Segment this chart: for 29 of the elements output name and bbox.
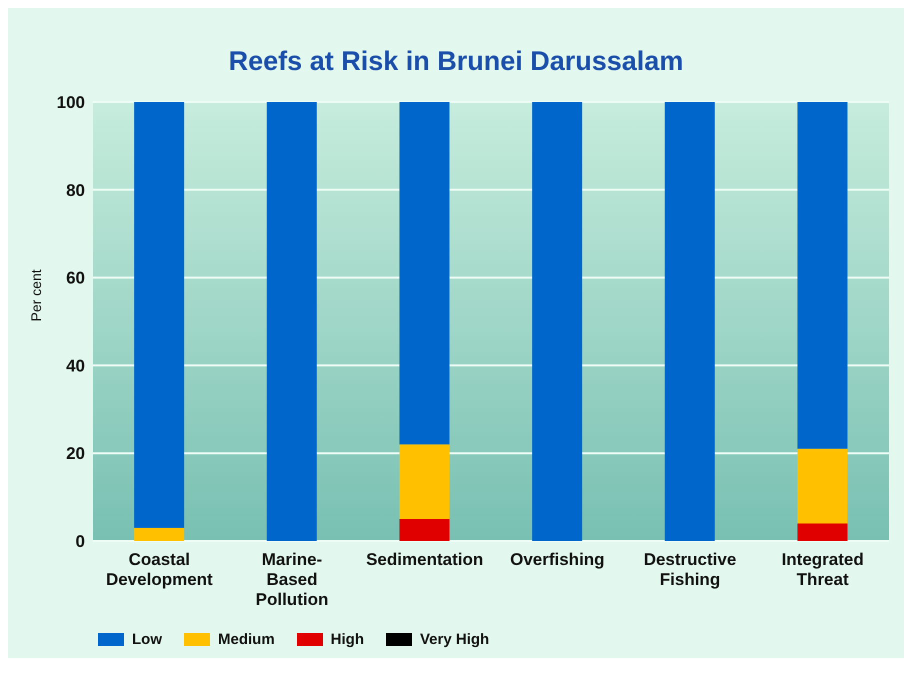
x-tick-label: Overfishing xyxy=(510,550,605,569)
x-tick-label: Destructive Fishing xyxy=(644,550,736,589)
bar xyxy=(797,448,848,524)
x-tick-label: Marine-Based Pollution xyxy=(256,550,328,609)
legend-label: High xyxy=(330,631,364,648)
bar xyxy=(399,444,450,520)
chart-title: Reefs at Risk in Brunei Darussalam xyxy=(228,46,684,76)
y-axis-title: Per cent xyxy=(28,269,44,322)
bar xyxy=(797,523,848,541)
x-tick-label: Coastal Development xyxy=(106,550,214,589)
bar xyxy=(532,102,582,541)
bar xyxy=(266,102,317,541)
bar xyxy=(134,528,184,541)
bar xyxy=(797,102,848,449)
y-tick-label: 80 xyxy=(66,180,85,200)
x-tick-label: Sedimentation xyxy=(366,550,484,569)
x-tick-label: Integrated Threat xyxy=(782,550,864,589)
y-tick-label: 60 xyxy=(66,268,85,288)
bar xyxy=(134,102,184,528)
y-tick-label: 0 xyxy=(76,532,85,552)
y-tick-label: 100 xyxy=(56,93,85,112)
legend-label: Very High xyxy=(419,631,490,648)
legend-label: Low xyxy=(131,631,162,648)
bar xyxy=(399,519,450,541)
legend-label: Medium xyxy=(217,631,275,648)
bar xyxy=(664,102,715,541)
y-tick-label: 40 xyxy=(66,356,85,376)
bar xyxy=(399,102,450,444)
y-tick-label: 20 xyxy=(66,444,85,464)
